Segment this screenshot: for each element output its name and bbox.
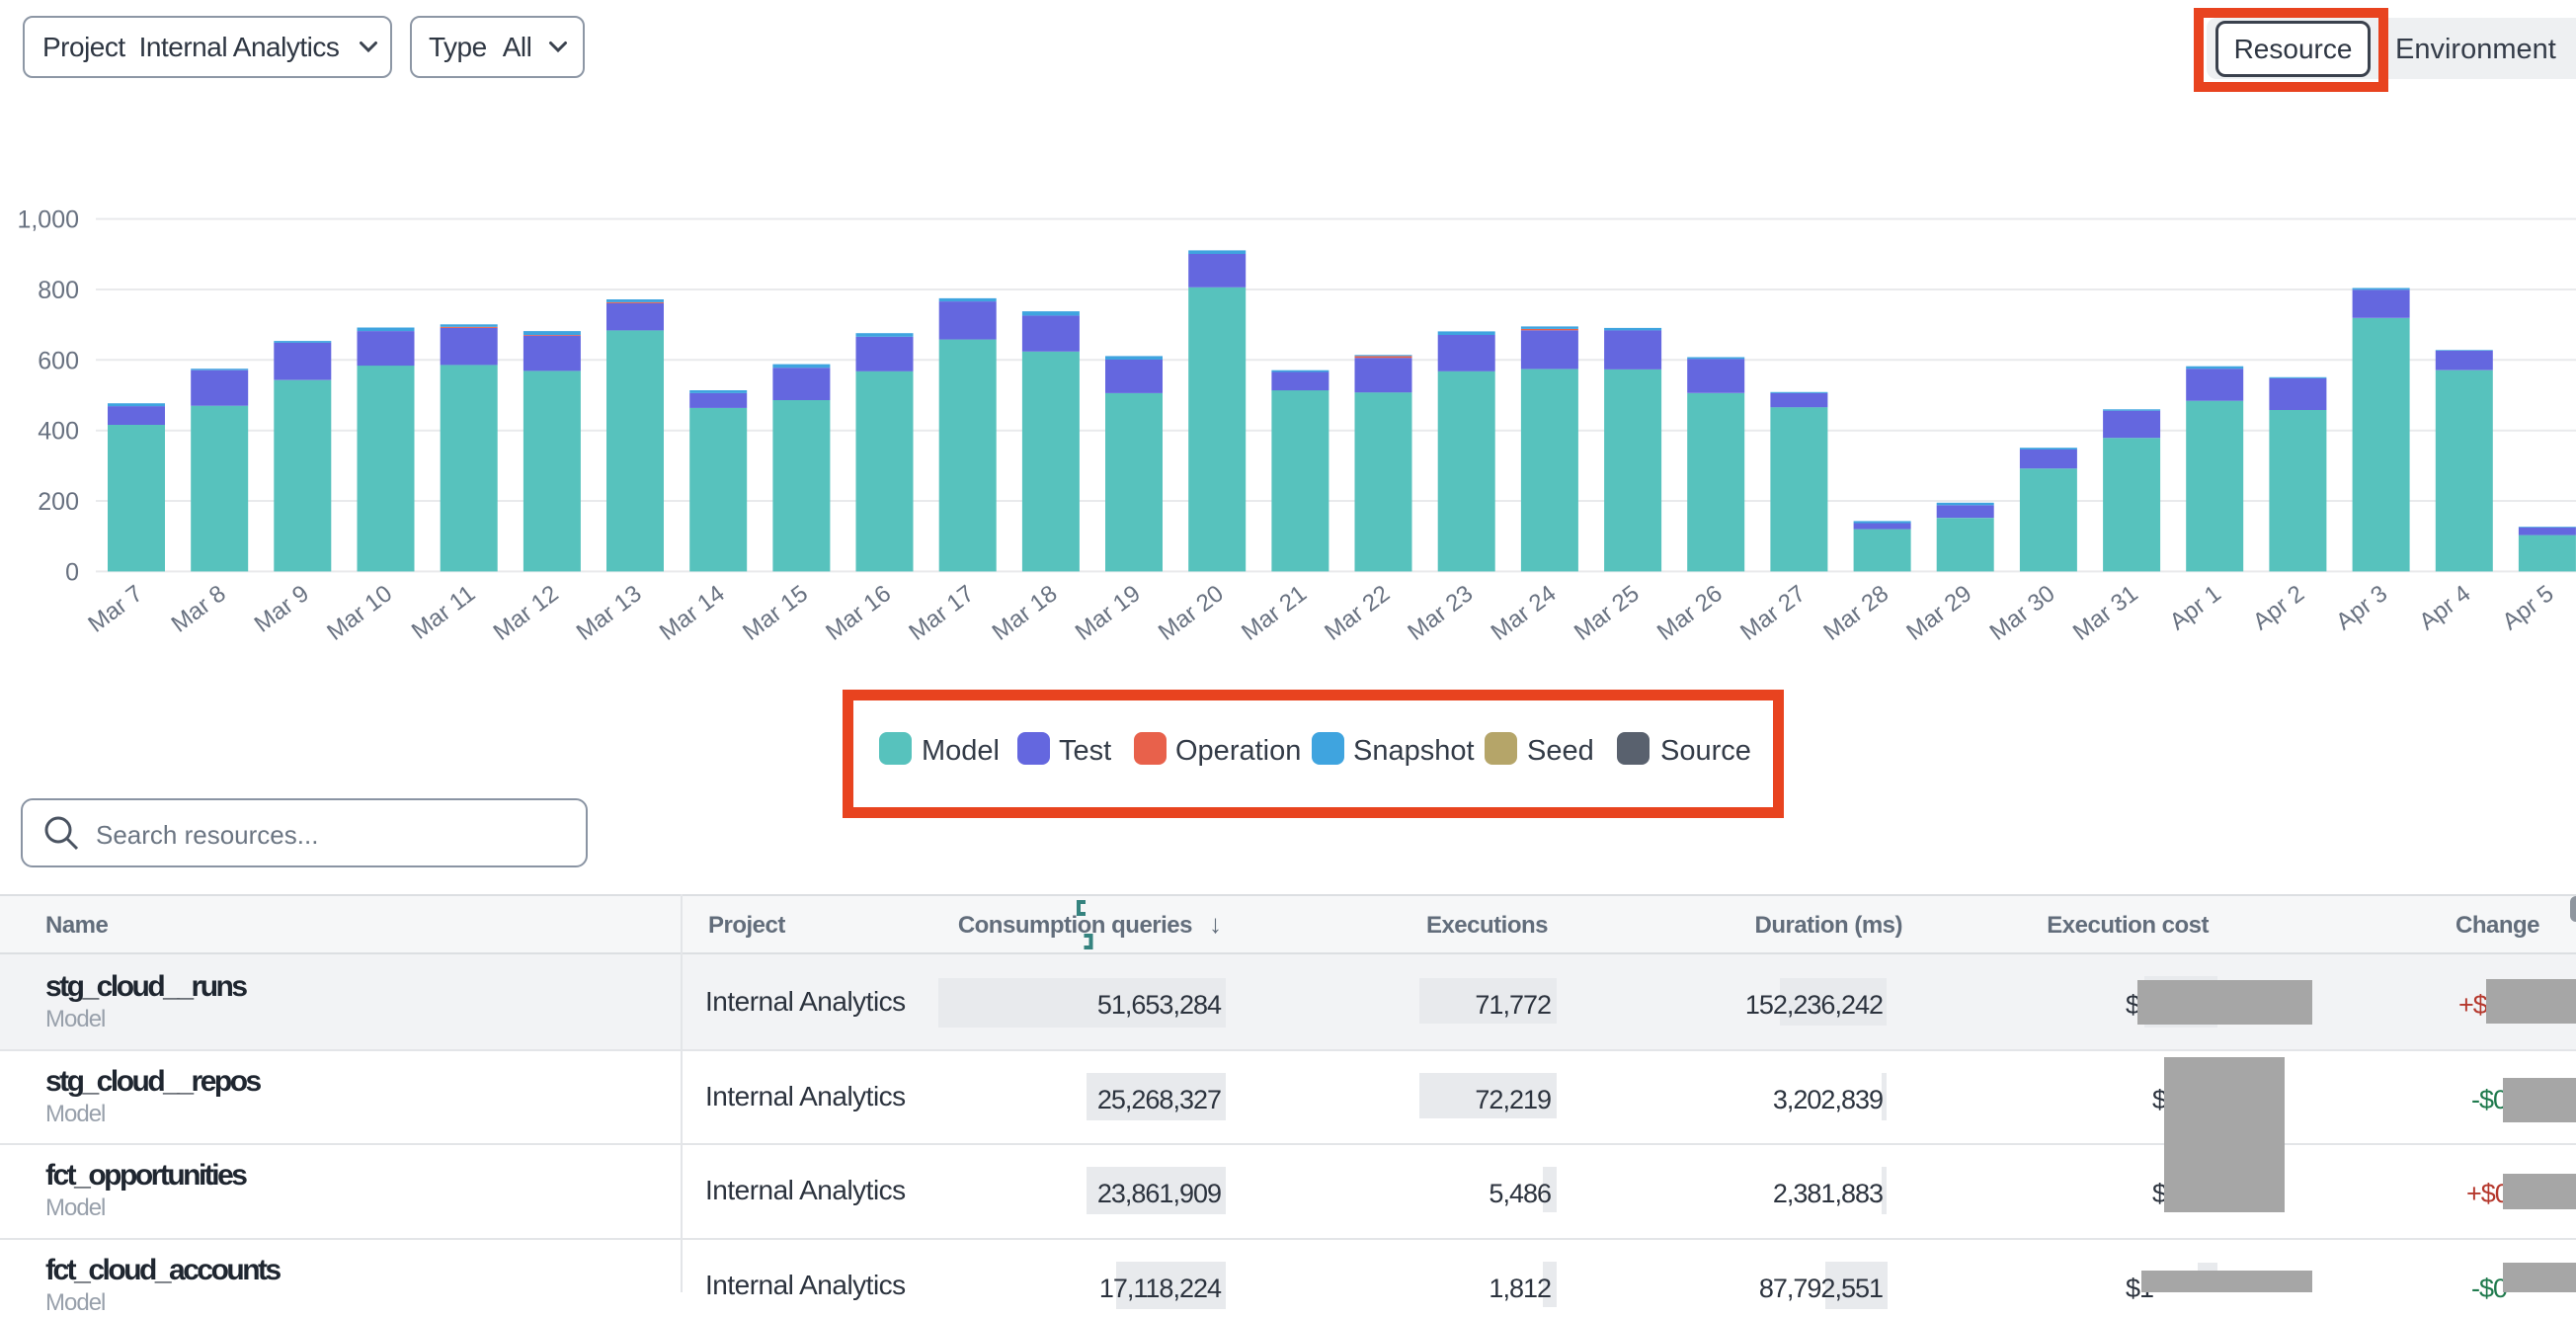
- svg-text:Mar 23: Mar 23: [1403, 580, 1478, 646]
- svg-text:Mar 27: Mar 27: [1735, 580, 1811, 646]
- svg-text:Mar 12: Mar 12: [489, 580, 564, 646]
- svg-text:400: 400: [38, 418, 79, 446]
- svg-text:Mar 17: Mar 17: [904, 580, 979, 646]
- svg-text:Mar 9: Mar 9: [250, 580, 314, 637]
- svg-text:Mar 13: Mar 13: [572, 580, 647, 646]
- svg-text:Mar 16: Mar 16: [821, 580, 896, 646]
- svg-text:Mar 31: Mar 31: [2068, 580, 2143, 646]
- svg-text:Mar 20: Mar 20: [1154, 580, 1229, 646]
- svg-text:Mar 30: Mar 30: [1985, 580, 2060, 646]
- svg-text:0: 0: [65, 558, 79, 586]
- svg-text:600: 600: [38, 347, 79, 374]
- svg-text:Mar 22: Mar 22: [1320, 580, 1395, 646]
- svg-text:Mar 25: Mar 25: [1570, 580, 1645, 646]
- svg-text:Apr 4: Apr 4: [2414, 580, 2475, 635]
- svg-text:1,000: 1,000: [17, 206, 79, 234]
- svg-text:Mar 8: Mar 8: [167, 580, 231, 637]
- svg-text:Mar 10: Mar 10: [322, 580, 397, 646]
- svg-text:Apr 5: Apr 5: [2497, 580, 2558, 635]
- svg-text:Apr 3: Apr 3: [2331, 580, 2392, 635]
- svg-text:Mar 24: Mar 24: [1487, 580, 1562, 646]
- svg-text:Apr 1: Apr 1: [2165, 580, 2226, 635]
- svg-text:Mar 14: Mar 14: [655, 580, 730, 646]
- svg-text:Mar 11: Mar 11: [407, 580, 480, 644]
- svg-text:Mar 19: Mar 19: [1071, 580, 1146, 646]
- svg-text:Mar 21: Mar 21: [1237, 580, 1312, 646]
- svg-text:Mar 29: Mar 29: [1901, 580, 1976, 646]
- svg-text:Mar 18: Mar 18: [988, 580, 1063, 646]
- svg-text:800: 800: [38, 277, 79, 304]
- svg-text:200: 200: [38, 488, 79, 516]
- svg-text:Apr 2: Apr 2: [2248, 580, 2309, 635]
- svg-text:Mar 7: Mar 7: [83, 580, 147, 637]
- svg-text:Mar 15: Mar 15: [738, 580, 813, 646]
- svg-text:Mar 28: Mar 28: [1818, 580, 1893, 646]
- svg-text:Mar 26: Mar 26: [1652, 580, 1728, 646]
